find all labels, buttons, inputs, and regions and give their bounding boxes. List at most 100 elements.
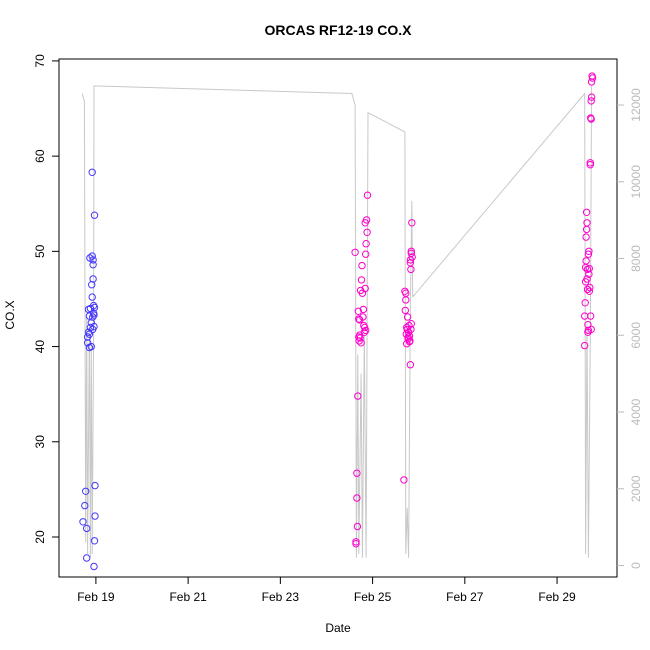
data-point-0-24 [89, 256, 97, 264]
data-point-0-2 [82, 487, 90, 495]
data-point-1-20 [359, 305, 368, 314]
data-point-0-30 [90, 211, 99, 219]
data-point-3-20 [585, 287, 593, 295]
data-point-0-18 [88, 168, 96, 177]
data-point-3-31 [587, 312, 595, 320]
x-axis-label: Date [325, 621, 351, 635]
data-point-0-16 [87, 342, 96, 351]
data-point-3-7 [582, 225, 591, 234]
secondary-y-axis: 0 2000 4000 6000 8000 10000 12000 [617, 88, 643, 569]
y2-tick-label: 0 [629, 562, 643, 569]
y-tick-label: 70 [33, 54, 47, 68]
data-point-1-15 [357, 339, 365, 347]
data-point-0-34 [91, 512, 99, 520]
data-point-0-29 [90, 322, 98, 331]
data-point-0-1 [81, 501, 89, 510]
data-points-layer [79, 72, 597, 571]
data-point-1-16 [357, 276, 366, 284]
data-point-2-16 [406, 337, 414, 345]
x-tick-label: Feb 27 [446, 590, 484, 604]
data-point-3-10 [583, 275, 591, 283]
data-point-1-26 [362, 240, 370, 248]
data-point-2-13 [405, 321, 413, 330]
chart-title: ORCAS RF12-19 CO.X [264, 22, 412, 38]
data-point-0-19 [88, 252, 96, 260]
data-point-3-0 [581, 341, 589, 350]
data-point-2-20 [407, 247, 415, 256]
data-point-1-1 [352, 538, 360, 546]
altitude-line-layer [81, 85, 593, 558]
data-point-0-32 [90, 537, 99, 545]
data-point-1-24 [361, 284, 369, 293]
data-point-2-24 [407, 325, 415, 334]
data-point-1-8 [355, 315, 363, 323]
y2-tick-label: 8000 [629, 245, 643, 272]
y2-tick-label: 4000 [629, 398, 643, 425]
x-tick-label: Feb 23 [262, 590, 300, 604]
data-point-1-31 [361, 219, 369, 227]
data-point-0-13 [86, 323, 95, 332]
data-point-2-19 [407, 265, 415, 274]
data-point-0-20 [88, 293, 96, 301]
data-point-1-25 [362, 326, 370, 335]
data-point-0-0 [79, 518, 87, 526]
data-point-3-19 [585, 264, 593, 273]
data-point-3-5 [582, 257, 590, 265]
y-axis-label: CO.X [3, 300, 17, 329]
data-point-1-13 [356, 334, 364, 342]
data-point-3-28 [587, 78, 596, 86]
x-tick-label: Feb 25 [354, 590, 392, 604]
data-point-0-35 [90, 562, 98, 571]
data-point-2-2 [401, 306, 409, 315]
data-point-0-25 [89, 275, 97, 283]
y-tick-label: 50 [33, 244, 47, 258]
data-point-1-19 [359, 313, 367, 321]
data-point-1-6 [354, 392, 362, 400]
y2-tick-label: 12000 [629, 88, 643, 122]
data-point-0-28 [90, 311, 98, 319]
y-tick-label: 40 [33, 340, 47, 354]
data-point-0-4 [83, 524, 91, 533]
data-point-0-6 [83, 339, 92, 347]
data-point-2-10 [404, 333, 412, 341]
data-point-3-6 [582, 233, 590, 241]
data-point-2-25 [407, 320, 415, 328]
plot-frame [58, 58, 618, 578]
data-point-3-2 [581, 299, 589, 307]
altitude-series-line [81, 85, 593, 558]
data-point-3-17 [585, 247, 593, 256]
data-point-3-22 [586, 161, 594, 169]
data-point-2-23 [406, 361, 415, 369]
data-point-1-22 [360, 328, 368, 336]
data-point-3-23 [586, 159, 594, 167]
y-tick-label: 30 [33, 435, 47, 449]
data-point-0-33 [91, 481, 99, 490]
y-tick-label: 20 [33, 530, 47, 544]
data-point-2-4 [402, 289, 410, 297]
data-point-2-21 [407, 249, 415, 258]
x-tick-label: Feb 29 [538, 590, 576, 604]
data-point-1-28 [363, 228, 371, 237]
data-point-1-4 [353, 494, 361, 502]
data-point-0-23 [89, 261, 97, 269]
data-point-2-26 [408, 253, 416, 261]
data-point-2-15 [405, 332, 414, 340]
x-tick-label: Feb 21 [169, 590, 207, 604]
data-point-3-26 [587, 97, 595, 105]
data-point-1-17 [358, 261, 366, 270]
data-point-1-29 [363, 191, 372, 199]
y-tick-label: 60 [33, 149, 47, 163]
data-point-3-18 [585, 270, 593, 278]
y-axis: 20 30 40 50 60 70 [33, 54, 60, 544]
y2-tick-label: 10000 [629, 165, 643, 199]
data-point-1-2 [352, 540, 360, 548]
data-point-3-27 [587, 93, 596, 101]
data-point-3-16 [584, 250, 593, 258]
data-point-0-21 [89, 313, 97, 321]
data-point-3-8 [582, 208, 591, 217]
data-point-0-31 [90, 303, 99, 312]
data-point-3-30 [588, 74, 597, 82]
data-point-1-5 [353, 522, 362, 531]
data-point-2-0 [400, 476, 408, 484]
